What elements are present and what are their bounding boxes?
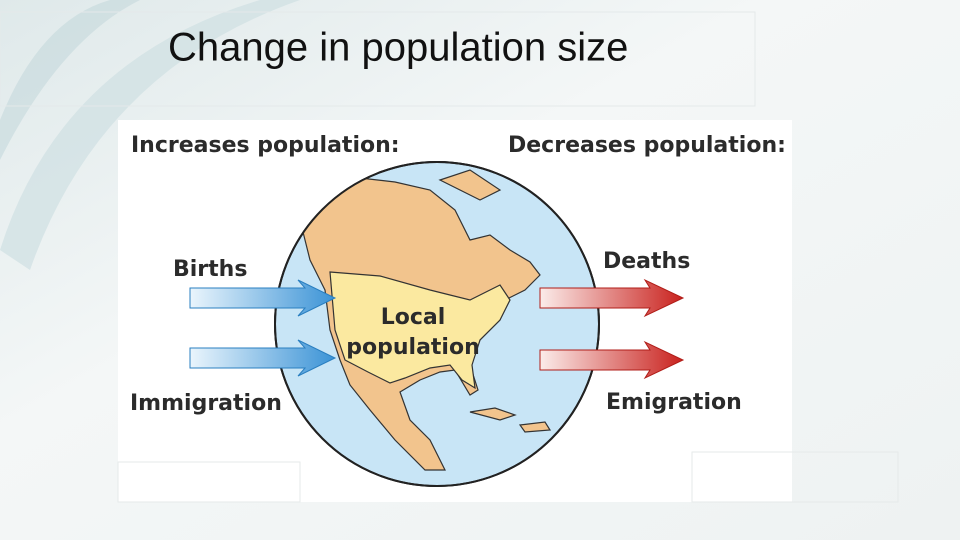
output-label: Emigration: [606, 390, 742, 415]
swoosh: [0, 0, 300, 270]
center-label: population: [346, 335, 480, 360]
land: [299, 169, 552, 471]
placeholder-box: [117, 461, 301, 503]
island: [438, 169, 502, 201]
output-label: Deaths: [603, 249, 690, 274]
us-region: [329, 271, 511, 390]
globe-outline: [274, 161, 600, 487]
input-label: Births: [173, 257, 247, 282]
slide-title: Change in population size: [168, 26, 628, 70]
increases-heading: Increases population:: [131, 133, 400, 158]
decreases-heading: Decreases population:: [508, 133, 786, 158]
arrow-out: [539, 340, 685, 380]
arrow-in: [189, 279, 337, 317]
island: [469, 407, 517, 421]
island: [518, 421, 552, 433]
input-arrows: [189, 279, 337, 377]
input-label: Immigration: [130, 391, 282, 416]
arrow-in: [189, 339, 337, 377]
globe: [274, 161, 600, 487]
title-box: [0, 11, 756, 107]
output-arrows: [539, 278, 685, 380]
swoosh: [0, 0, 140, 160]
placeholder-box: [691, 451, 899, 503]
center-label: Local: [381, 305, 446, 330]
arrow-out: [539, 278, 685, 318]
